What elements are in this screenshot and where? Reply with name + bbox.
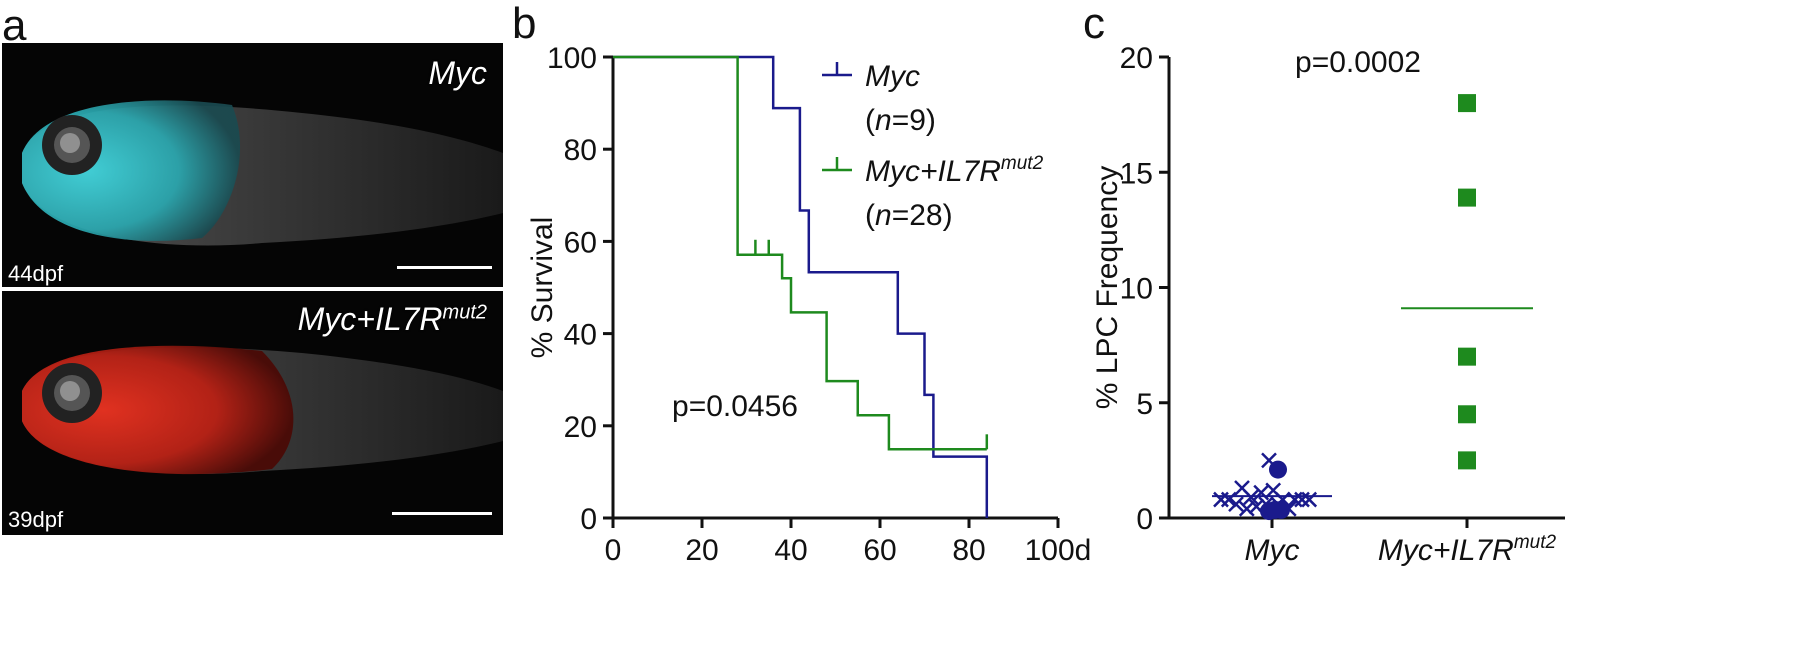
y-tick-label: 60 <box>564 226 597 259</box>
x-tick-label: 100d <box>1025 534 1092 567</box>
x-tick-label: Myc+IL7Rmut2 <box>1378 532 1557 567</box>
data-point-cross <box>1213 491 1229 508</box>
x-tick-label: Myc <box>1245 534 1300 567</box>
y-axis-label: % LPC Frequency <box>1091 166 1124 409</box>
data-point-cross <box>1228 496 1244 513</box>
scale-bar <box>397 266 492 269</box>
fish-illustration-myc <box>22 100 503 246</box>
fish-image-myc-il7r: Myc+IL7Rmut2 39dpf <box>2 291 503 535</box>
survival-curve-1 <box>613 55 987 451</box>
legend-label-sup: mut2 <box>1001 153 1044 174</box>
panel-letter-b: b <box>512 0 537 48</box>
fish-illustration-myc-il7r <box>22 345 503 475</box>
y-tick-label: 80 <box>564 134 597 167</box>
data-point-cross <box>1253 484 1270 501</box>
cross-stroke <box>1301 491 1318 508</box>
x-tick-label: 20 <box>685 534 718 567</box>
cross-stroke <box>1286 491 1303 508</box>
legend-n-label: (n=28) <box>865 199 953 232</box>
p-value-annotation: p=0.0456 <box>672 390 798 423</box>
image-label-myc-il7r: Myc+IL7Rmut2 <box>297 301 487 337</box>
y-tick-label: 0 <box>1136 503 1153 536</box>
y-tick-label: 15 <box>1120 157 1153 190</box>
fish-image-myc: Myc 44dpf <box>2 43 503 287</box>
y-tick-label: 5 <box>1136 388 1153 421</box>
data-point-square <box>1458 188 1476 207</box>
x-tick-label: 80 <box>952 534 985 567</box>
data-point-square <box>1458 451 1476 470</box>
legend-n-symbol: n <box>875 199 892 232</box>
cross-stroke <box>1294 491 1310 508</box>
age-label-39dpf: 39dpf <box>8 507 64 532</box>
legend-label: Myc+IL7Rmut2 <box>865 153 1044 188</box>
cross-stroke <box>1238 500 1255 517</box>
cross-stroke <box>1261 452 1277 469</box>
data-point-square <box>1458 405 1476 424</box>
cross-stroke <box>1248 498 1265 515</box>
y-tick-label: 0 <box>580 503 597 536</box>
cross-stroke <box>1253 484 1270 501</box>
y-tick-label: 20 <box>564 411 597 444</box>
cross-stroke <box>1234 480 1250 496</box>
panel-letter-a: a <box>2 1 27 50</box>
x-tick-label-sup: mut2 <box>1514 532 1557 553</box>
legend-label: Myc <box>865 60 920 93</box>
data-point-square <box>1458 94 1476 113</box>
data-point-circle <box>1269 460 1287 479</box>
y-tick-label: 40 <box>564 319 597 352</box>
data-point-cross <box>1238 500 1255 517</box>
panel-letter-c: c <box>1083 0 1105 48</box>
cross-stroke <box>1243 489 1259 506</box>
data-point-cross <box>1243 489 1259 506</box>
y-tick-label: 10 <box>1120 273 1153 306</box>
legend-n-value: =28) <box>892 199 953 232</box>
cross-stroke <box>1265 482 1282 499</box>
data-point-cross <box>1301 491 1318 508</box>
x-tick-label: 40 <box>774 534 807 567</box>
image-label-myc: Myc <box>428 55 487 91</box>
y-tick-label: 100 <box>547 42 597 75</box>
legend-n-open: ( <box>865 104 875 137</box>
age-label-44dpf: 44dpf <box>8 261 64 286</box>
x-tick-label: 60 <box>863 534 896 567</box>
data-point-cross <box>1286 491 1303 508</box>
legend-n-label: (n=9) <box>865 104 936 137</box>
data-point-cross <box>1294 491 1310 508</box>
survival-curve-0 <box>613 55 989 518</box>
y-axis-label: % Survival <box>526 217 559 359</box>
scale-bar <box>392 512 492 515</box>
cross-stroke <box>1228 496 1244 513</box>
cross-stroke <box>1220 491 1237 508</box>
data-point-circle <box>1272 500 1290 519</box>
y-tick-label: 20 <box>1120 42 1153 75</box>
legend-n-open: ( <box>865 199 875 232</box>
legend-n-value: =9) <box>892 104 936 137</box>
data-point-cross <box>1220 491 1237 508</box>
data-point-square <box>1458 347 1476 366</box>
legend-n-symbol: n <box>875 104 892 137</box>
x-tick-label: 0 <box>605 534 622 567</box>
p-value-annotation: p=0.0002 <box>1295 46 1421 79</box>
